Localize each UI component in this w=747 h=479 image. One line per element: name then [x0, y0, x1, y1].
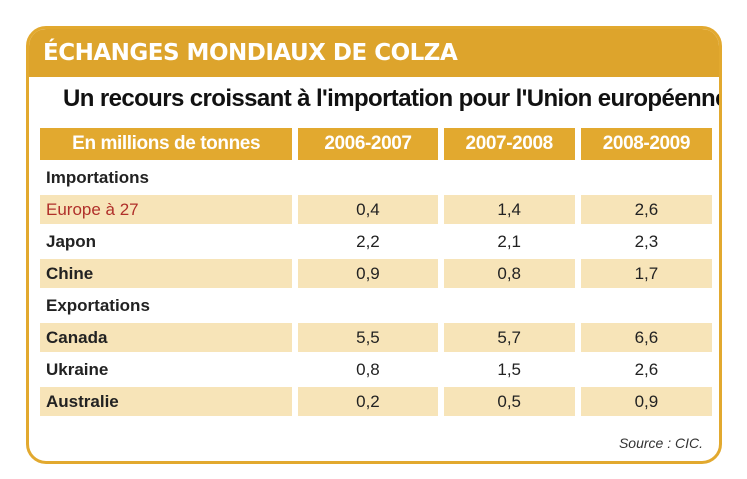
row-label-ukraine: Ukraine — [40, 355, 293, 384]
row-label-australie: Australie — [40, 387, 293, 416]
source-note: Source : CIC. — [618, 435, 703, 451]
cell-value: 2,6 — [580, 355, 712, 384]
section-row-imports: Importations — [40, 163, 712, 192]
table-row: Europe à 27 0,4 1,4 2,6 — [40, 195, 712, 224]
cell-value: 6,6 — [580, 323, 712, 352]
cell-value: 5,5 — [298, 323, 438, 352]
cell-value: 2,6 — [580, 195, 712, 224]
header-2006-2007: 2006-2007 — [298, 128, 438, 160]
banner-title: ÉCHANGES MONDIAUX DE COLZA — [29, 29, 719, 77]
cell-value: 0,4 — [298, 195, 438, 224]
cell-value: 0,5 — [443, 387, 575, 416]
cell-value: 0,2 — [298, 387, 438, 416]
data-table: En millions de tonnes 2006-2007 2007-200… — [34, 125, 718, 419]
table-row: Ukraine 0,8 1,5 2,6 — [40, 355, 712, 384]
cell-value: 1,5 — [443, 355, 575, 384]
table-subtitle: Un recours croissant à l'importation pou… — [63, 85, 722, 112]
table-row: Australie 0,2 0,5 0,9 — [40, 387, 712, 416]
header-row: En millions de tonnes 2006-2007 2007-200… — [40, 128, 712, 160]
row-label-japon: Japon — [40, 227, 293, 256]
cell-value: 5,7 — [443, 323, 575, 352]
table-row: Canada 5,5 5,7 6,6 — [40, 323, 712, 352]
row-label-canada: Canada — [40, 323, 293, 352]
section-label-imports: Importations — [40, 163, 712, 192]
cell-value: 1,4 — [443, 195, 575, 224]
cell-value: 1,7 — [580, 259, 712, 288]
row-label-europe: Europe à 27 — [40, 195, 293, 224]
table-row: Chine 0,9 0,8 1,7 — [40, 259, 712, 288]
cell-value: 0,8 — [298, 355, 438, 384]
header-2008-2009: 2008-2009 — [580, 128, 712, 160]
cell-value: 2,2 — [298, 227, 438, 256]
header-unit: En millions de tonnes — [40, 128, 293, 160]
row-label-chine: Chine — [40, 259, 293, 288]
section-row-exports: Exportations — [40, 291, 712, 320]
cell-value: 2,3 — [580, 227, 712, 256]
header-2007-2008: 2007-2008 — [443, 128, 575, 160]
table-row: Japon 2,2 2,1 2,3 — [40, 227, 712, 256]
cell-value: 0,9 — [298, 259, 438, 288]
cell-value: 0,9 — [580, 387, 712, 416]
cell-value: 0,8 — [443, 259, 575, 288]
cell-value: 2,1 — [443, 227, 575, 256]
table-card: ÉCHANGES MONDIAUX DE COLZA Un recours cr… — [26, 26, 722, 464]
section-label-exports: Exportations — [40, 291, 712, 320]
